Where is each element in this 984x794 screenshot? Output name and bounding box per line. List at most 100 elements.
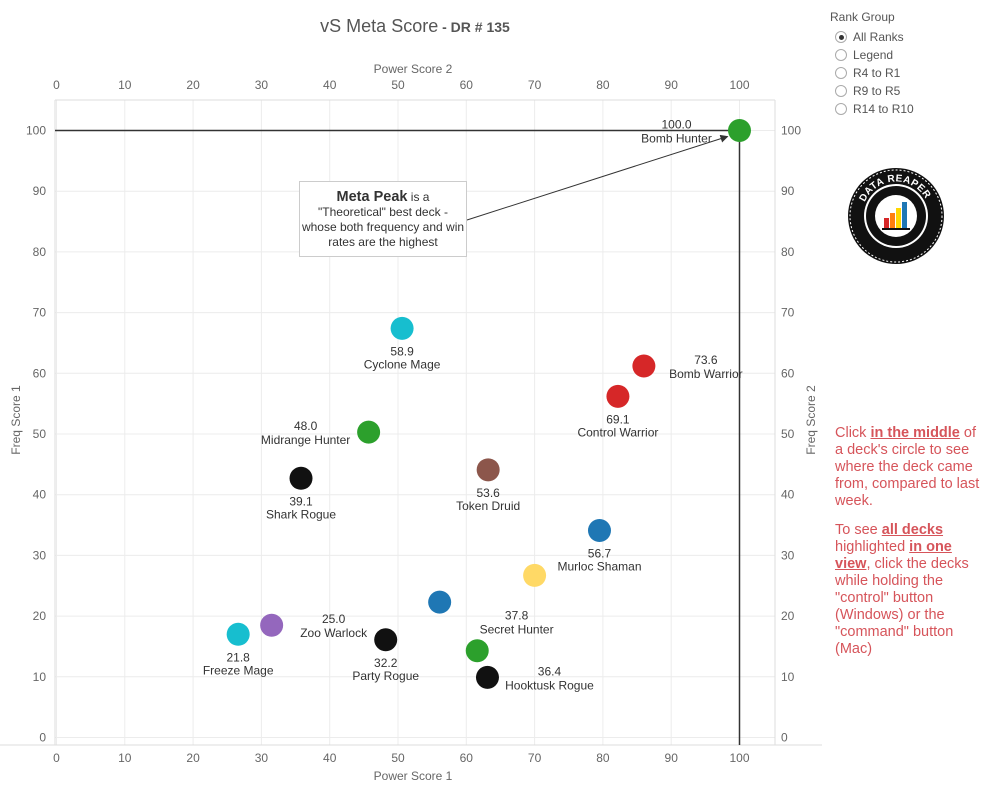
data-reaper-report-logo: DATA REAPER REPORT <box>842 158 946 271</box>
deck-name-label: Shark Rogue <box>266 507 336 521</box>
deck-name-label: Midrange Hunter <box>261 433 350 447</box>
instruction-all-decks: To see all decks highlighted in one view… <box>835 522 980 658</box>
y-tick-label: 10 <box>33 670 47 684</box>
deck-point[interactable] <box>357 420 381 444</box>
deck-score-label: 36.4 <box>538 664 562 678</box>
rank-option-label: R9 to R5 <box>853 84 901 98</box>
rank-option-r14-r10[interactable]: R14 to R10 <box>830 100 914 118</box>
deck-score-label: 53.6 <box>476 486 500 500</box>
x-tick-label: 70 <box>528 751 542 765</box>
deck-point[interactable] <box>632 354 656 378</box>
x2-tick-label: 30 <box>255 78 269 92</box>
instruction-text: of a deck's circle to see where the deck… <box>835 425 980 509</box>
annotation-heading-suffix: is a <box>407 190 430 204</box>
deck-score-label: 25.0 <box>322 612 346 626</box>
y-tick-label: 80 <box>33 245 47 259</box>
deck-score-label: 100.0 <box>661 118 691 132</box>
deck-score-label: 69.1 <box>606 412 630 426</box>
annotation-body: "Theoretical" best deck - whose both fre… <box>301 205 465 249</box>
x2-tick-label: 90 <box>665 78 679 92</box>
deck-score-label: 48.0 <box>294 419 318 433</box>
x-tick-label: 80 <box>596 751 610 765</box>
rank-option-legend[interactable]: Legend <box>830 46 914 64</box>
deck-point[interactable] <box>475 665 499 689</box>
y-tick-label: 90 <box>33 184 47 198</box>
deck-point[interactable] <box>728 119 751 142</box>
rank-option-all-ranks[interactable]: All Ranks <box>830 28 914 46</box>
x-tick-label: 60 <box>460 751 474 765</box>
x2-tick-label: 20 <box>186 78 200 92</box>
y2-axis-title: Freq Score 2 <box>804 385 818 455</box>
deck-point[interactable] <box>587 519 611 543</box>
y-tick-label: 100 <box>26 124 46 138</box>
y2-tick-label: 50 <box>781 427 795 441</box>
x-tick-label: 10 <box>118 751 132 765</box>
deck-name-label: Bomb Warrior <box>669 367 743 381</box>
deck-point[interactable] <box>226 622 250 646</box>
y2-tick-label: 70 <box>781 306 795 320</box>
radio-icon[interactable] <box>835 67 847 79</box>
rank-option-r4-r1[interactable]: R4 to R1 <box>830 64 914 82</box>
x2-tick-label: 60 <box>460 78 474 92</box>
radio-icon[interactable] <box>835 85 847 97</box>
y-tick-label: 50 <box>33 427 47 441</box>
meta-peak-arrow <box>466 134 729 221</box>
instruction-emphasis: in the middle <box>870 425 960 441</box>
x2-tick-label: 70 <box>528 78 542 92</box>
chart-title-main: vS Meta Score <box>320 16 439 36</box>
deck-point[interactable] <box>260 613 284 637</box>
deck-score-label: 73.6 <box>694 353 718 367</box>
y2-tick-label: 80 <box>781 245 795 259</box>
deck-name-label: Zoo Warlock <box>300 626 368 640</box>
x2-tick-label: 100 <box>729 78 749 92</box>
rank-option-label: R4 to R1 <box>853 66 901 80</box>
instruction-click-middle: Click in the middle of a deck's circle t… <box>835 425 980 510</box>
rank-group-title: Rank Group <box>830 10 895 24</box>
y2-tick-label: 100 <box>781 124 801 138</box>
deck-point[interactable] <box>390 316 414 340</box>
x2-tick-label: 50 <box>391 78 405 92</box>
y-tick-label: 60 <box>33 366 47 380</box>
deck-point[interactable] <box>428 590 452 614</box>
instruction-text: , click the decks while holding the "con… <box>835 556 969 657</box>
x2-tick-label: 40 <box>323 78 337 92</box>
y-tick-label: 20 <box>33 609 47 623</box>
x-tick-label: 30 <box>255 751 269 765</box>
radio-selected-icon[interactable] <box>835 31 847 43</box>
x2-tick-label: 0 <box>53 78 60 92</box>
y-tick-label: 0 <box>39 731 46 745</box>
y-tick-label: 40 <box>33 488 47 502</box>
rank-option-r9-r5[interactable]: R9 to R5 <box>830 82 914 100</box>
bar-chart-logo-icon: DATA REAPER REPORT <box>842 158 944 264</box>
chart-title: vS Meta Score - DR # 135 <box>0 16 830 37</box>
instruction-emphasis: in one view <box>835 539 952 572</box>
deck-point[interactable] <box>374 628 398 652</box>
radio-icon[interactable] <box>835 103 847 115</box>
deck-point[interactable] <box>523 563 547 587</box>
rank-option-label: R14 to R10 <box>853 102 914 116</box>
y2-tick-label: 20 <box>781 609 795 623</box>
deck-point[interactable] <box>289 466 313 490</box>
deck-name-label: Murloc Shaman <box>557 560 641 574</box>
deck-score-label: 56.7 <box>588 547 612 561</box>
instruction-text: highlighted <box>835 539 910 555</box>
rank-group-filter: Rank Group All Ranks Legend R4 to R1 R9 … <box>830 10 914 118</box>
deck-name-label: Freeze Mage <box>203 663 274 677</box>
instruction-text: To see <box>835 522 882 538</box>
radio-icon[interactable] <box>835 49 847 61</box>
deck-point[interactable] <box>465 639 489 663</box>
deck-point[interactable] <box>476 458 500 482</box>
x-tick-label: 50 <box>391 751 405 765</box>
deck-name-label: Cyclone Mage <box>364 357 441 371</box>
x-tick-label: 40 <box>323 751 337 765</box>
deck-point[interactable] <box>606 384 630 408</box>
y2-tick-label: 90 <box>781 184 795 198</box>
deck-name-label: Hooktusk Rogue <box>505 678 594 692</box>
y2-tick-label: 30 <box>781 548 795 562</box>
y2-tick-label: 60 <box>781 366 795 380</box>
y2-tick-label: 0 <box>781 731 788 745</box>
deck-score-label: 32.2 <box>374 656 398 670</box>
instruction-text: Click <box>835 425 871 441</box>
x-tick-label: 100 <box>729 751 749 765</box>
